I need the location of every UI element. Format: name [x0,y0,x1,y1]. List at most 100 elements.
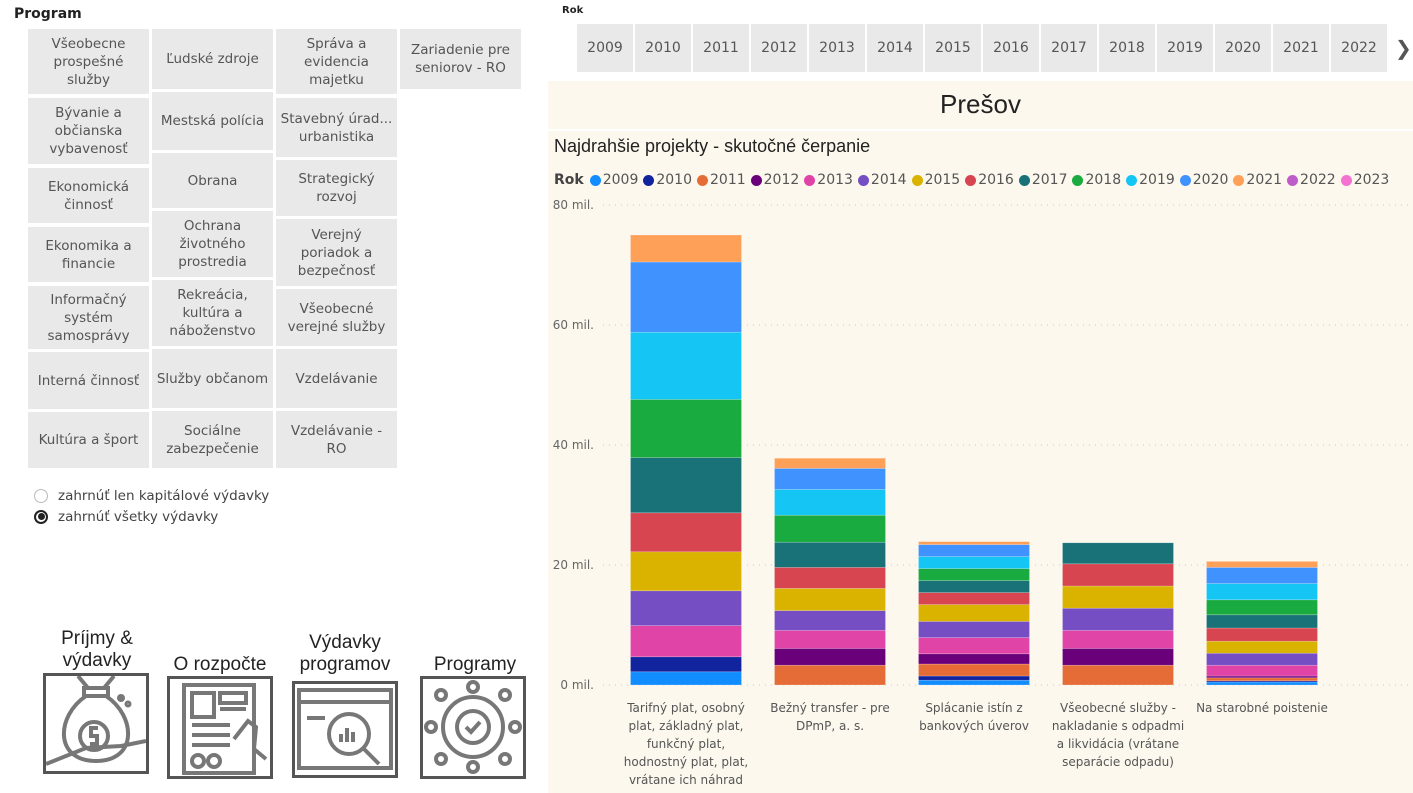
bar-segment-2014[interactable] [1062,607,1174,631]
legend-item[interactable]: 2019 [1126,172,1175,188]
radio-all-expenses[interactable]: zahrnúť všetky výdavky [34,506,269,527]
bar-segment-2013[interactable] [918,637,1030,655]
year-tile[interactable]: 2011 [693,24,749,72]
program-tile[interactable]: Obrana [152,153,273,208]
bar-segment-2017[interactable] [1206,614,1318,629]
bar-segment-2014[interactable] [1206,652,1318,666]
chevron-right-icon[interactable]: ❯ [1395,36,1412,60]
radio-button[interactable] [34,509,48,524]
bar-segment-2021[interactable] [630,234,742,263]
bar-segment-2015[interactable] [1206,640,1318,654]
radio-button[interactable] [34,488,48,503]
bar-segment-2015[interactable] [1062,585,1174,609]
program-tile[interactable]: Interná činnosť [28,352,149,409]
program-tile[interactable]: Strategický rozvoj [276,160,397,216]
bar-segment-2020[interactable] [774,468,886,490]
bar-segment-2018[interactable] [1206,599,1318,616]
bar-segment-2016[interactable] [918,592,1030,605]
legend-item[interactable]: 2014 [857,172,907,188]
bar-segment-2014[interactable] [918,621,1030,638]
program-tile[interactable]: Rekreácia, kultúra a náboženstvo [152,280,273,346]
legend-item[interactable]: 2012 [750,172,799,188]
program-tile[interactable]: Vzdelávanie - RO [276,411,397,468]
bar-segment-2012[interactable] [774,648,886,666]
year-tile[interactable]: 2015 [925,24,981,72]
year-tile[interactable]: 2010 [635,24,691,72]
bar-segment-2011[interactable] [918,663,1030,677]
nav-button-about-budget[interactable]: O rozpočte [155,625,285,780]
year-tile[interactable]: 2009 [577,24,633,72]
program-tile[interactable]: Vzdelávanie [276,349,397,408]
bar-segment-2011[interactable] [774,664,886,686]
program-tile[interactable]: Ochrana životného prostredia [152,211,273,277]
program-tile[interactable]: Ekonomika a financie [28,227,149,282]
legend-item[interactable]: 2020 [1179,172,1228,188]
program-tile[interactable]: Správa a evidencia majetku [276,29,397,94]
bar-segment-2020[interactable] [1206,567,1318,584]
bar-segment-2021[interactable] [774,457,886,469]
bar-segment-2010[interactable] [630,656,742,673]
year-tile[interactable]: 2022 [1331,24,1387,72]
bar-segment-2012[interactable] [1062,648,1174,666]
bar-segment-2014[interactable] [774,610,886,631]
bar-segment-2016[interactable] [630,512,742,553]
program-tile[interactable]: Stavebný úrad... urbanistika [276,98,397,157]
year-tile[interactable]: 2019 [1157,24,1213,72]
legend-item[interactable]: 2015 [911,172,960,188]
bar-segment-2021[interactable] [918,541,1030,545]
nav-button-programs[interactable]: Programy [408,650,538,785]
program-tile[interactable]: Zariadenie pre seniorov - RO [400,29,521,89]
year-tile[interactable]: 2021 [1273,24,1329,72]
bar-segment-2015[interactable] [630,551,742,592]
bar-segment-2018[interactable] [774,514,886,543]
legend-item[interactable]: 2013 [804,172,853,188]
bar-segment-2010[interactable] [918,675,1030,681]
program-tile[interactable]: Ekonomická činnosť [28,168,149,223]
bar-segment-2017[interactable] [1062,542,1174,565]
year-tile[interactable]: 2013 [809,24,865,72]
year-tile[interactable]: 2017 [1041,24,1097,72]
legend-item[interactable]: 2010 [643,172,692,188]
bar-segment-2016[interactable] [1206,627,1318,642]
program-tile[interactable]: Verejný poriadok a bezpečnosť [276,219,397,286]
program-tile[interactable]: Kultúra a šport [28,412,149,468]
bar-segment-2017[interactable] [630,457,742,514]
bar-segment-2013[interactable] [1062,630,1174,649]
bar-segment-2012[interactable] [918,653,1030,665]
legend-item[interactable]: 2016 [965,172,1014,188]
bar-segment-2015[interactable] [918,604,1030,622]
bar-segment-2009[interactable] [630,671,742,686]
bar-segment-2019[interactable] [918,556,1030,569]
nav-button-income-expenses[interactable]: Príjmy & výdavky [30,625,160,780]
year-tile[interactable]: 2016 [983,24,1039,72]
bar-segment-2013[interactable] [774,630,886,649]
bar-segment-2014[interactable] [630,590,742,626]
bar-segment-2017[interactable] [774,541,886,568]
year-tile[interactable]: 2018 [1099,24,1155,72]
year-tile[interactable]: 2012 [751,24,807,72]
legend-item[interactable]: 2023 [1340,172,1389,188]
legend-item[interactable]: 2021 [1233,172,1282,188]
radio-capital-expenses[interactable]: zahrnúť len kapitálové výdavky [34,485,269,506]
year-tile[interactable]: 2014 [867,24,923,72]
bar-segment-2017[interactable] [918,580,1030,593]
nav-button-program-expenses[interactable]: Výdavky programov [280,630,410,785]
bar-segment-2009[interactable] [918,679,1030,686]
bar-segment-2016[interactable] [1062,563,1174,587]
year-tile[interactable]: 2020 [1215,24,1271,72]
program-tile[interactable]: Mestská polícia [152,92,273,150]
bar-segment-2019[interactable] [774,489,886,516]
legend-item[interactable]: 2011 [697,172,746,188]
program-tile[interactable]: Ľudské zdroje [152,29,273,89]
legend-item[interactable]: 2017 [1018,172,1067,188]
legend-item[interactable]: 2009 [589,172,638,188]
bar-segment-2015[interactable] [774,588,886,611]
bar-segment-2009[interactable] [1206,681,1318,686]
program-tile[interactable]: Všeobecné verejné služby [276,289,397,346]
bar-segment-2021[interactable] [1206,561,1318,568]
legend-item[interactable]: 2022 [1287,172,1336,188]
program-tile[interactable]: Informačný systém samosprávy [28,286,149,349]
bar-segment-2013[interactable] [1206,664,1318,677]
program-tile[interactable]: Služby občanom [152,349,273,408]
bar-segment-2020[interactable] [918,544,1030,557]
